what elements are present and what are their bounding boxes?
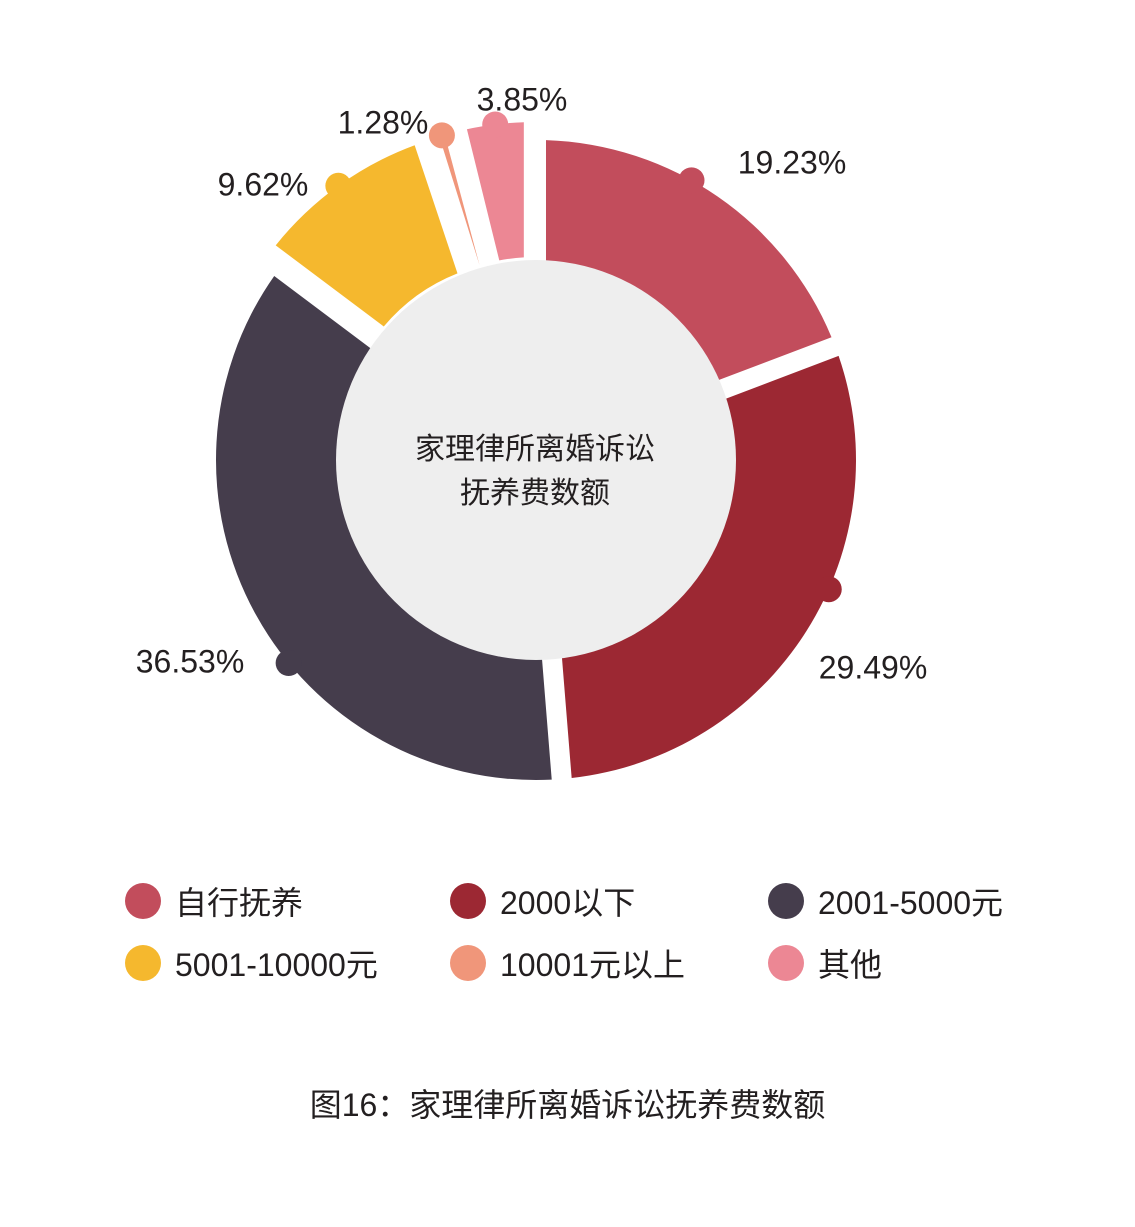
legend-swatch [125, 945, 161, 981]
donut-slice-6 [466, 122, 524, 261]
donut-chart-svg: 19.23% 29.49% 36.53% 9.62% 1.28% 3.85% [136, 81, 928, 780]
slice-label-3: 36.53% [136, 643, 245, 679]
chart-center-label: 家理律所离婚诉讼 抚养费数额 [385, 428, 685, 516]
slice-label-6: 3.85% [477, 81, 568, 117]
center-text-line-2: 抚养费数额 [460, 477, 610, 510]
legend-swatch [768, 883, 804, 919]
legend-item-5: 10001元以上 [450, 940, 685, 986]
legend-label: 2000以下 [500, 885, 636, 921]
donut-slice-5 [439, 134, 480, 266]
figure-caption: 图16：家理律所离婚诉讼抚养费数额 [309, 1087, 826, 1123]
slice-marker-6 [482, 111, 509, 138]
legend-item-4: 5001-10000元 [125, 940, 378, 986]
legend-label: 5001-10000元 [175, 947, 378, 983]
legend-label: 2001-5000元 [818, 885, 1004, 921]
slice-marker-1 [678, 167, 705, 194]
legend-label: 10001元以上 [500, 947, 685, 983]
legend-swatch [450, 883, 486, 919]
slice-marker-3 [275, 650, 302, 677]
donut-center-disc [336, 260, 736, 660]
legend-item-3: 2001-5000元 [768, 878, 1003, 924]
donut-slice-4 [275, 145, 458, 327]
donut-chart: 19.23% 29.49% 36.53% 9.62% 1.28% 3.85% 家理律所离婚… [136, 81, 928, 780]
legend-swatch [125, 883, 161, 919]
slice-marker-4 [325, 172, 352, 199]
slice-marker-2 [815, 576, 842, 603]
legend-swatch [450, 945, 486, 981]
donut-slice-1 [545, 140, 832, 386]
slice-label-1: 19.23% [738, 144, 847, 180]
donut-slice-2 [560, 355, 856, 779]
donut-slice-3 [215, 275, 552, 780]
slice-marker-5 [428, 122, 455, 149]
legend-label: 其他 [818, 947, 883, 983]
legend-label: 自行抚养 [175, 885, 304, 921]
legend-swatch [768, 945, 804, 981]
slice-label-2: 29.49% [819, 649, 928, 685]
legend-item-2: 2000以下 [450, 878, 635, 924]
slice-label-5: 1.28% [338, 104, 429, 140]
legend-item-6: 其他 [768, 940, 882, 986]
center-text-line-1: 家理律所离婚诉讼 [415, 433, 655, 466]
slice-label-4: 9.62% [218, 166, 309, 202]
legend-item-1: 自行抚养 [125, 878, 303, 924]
